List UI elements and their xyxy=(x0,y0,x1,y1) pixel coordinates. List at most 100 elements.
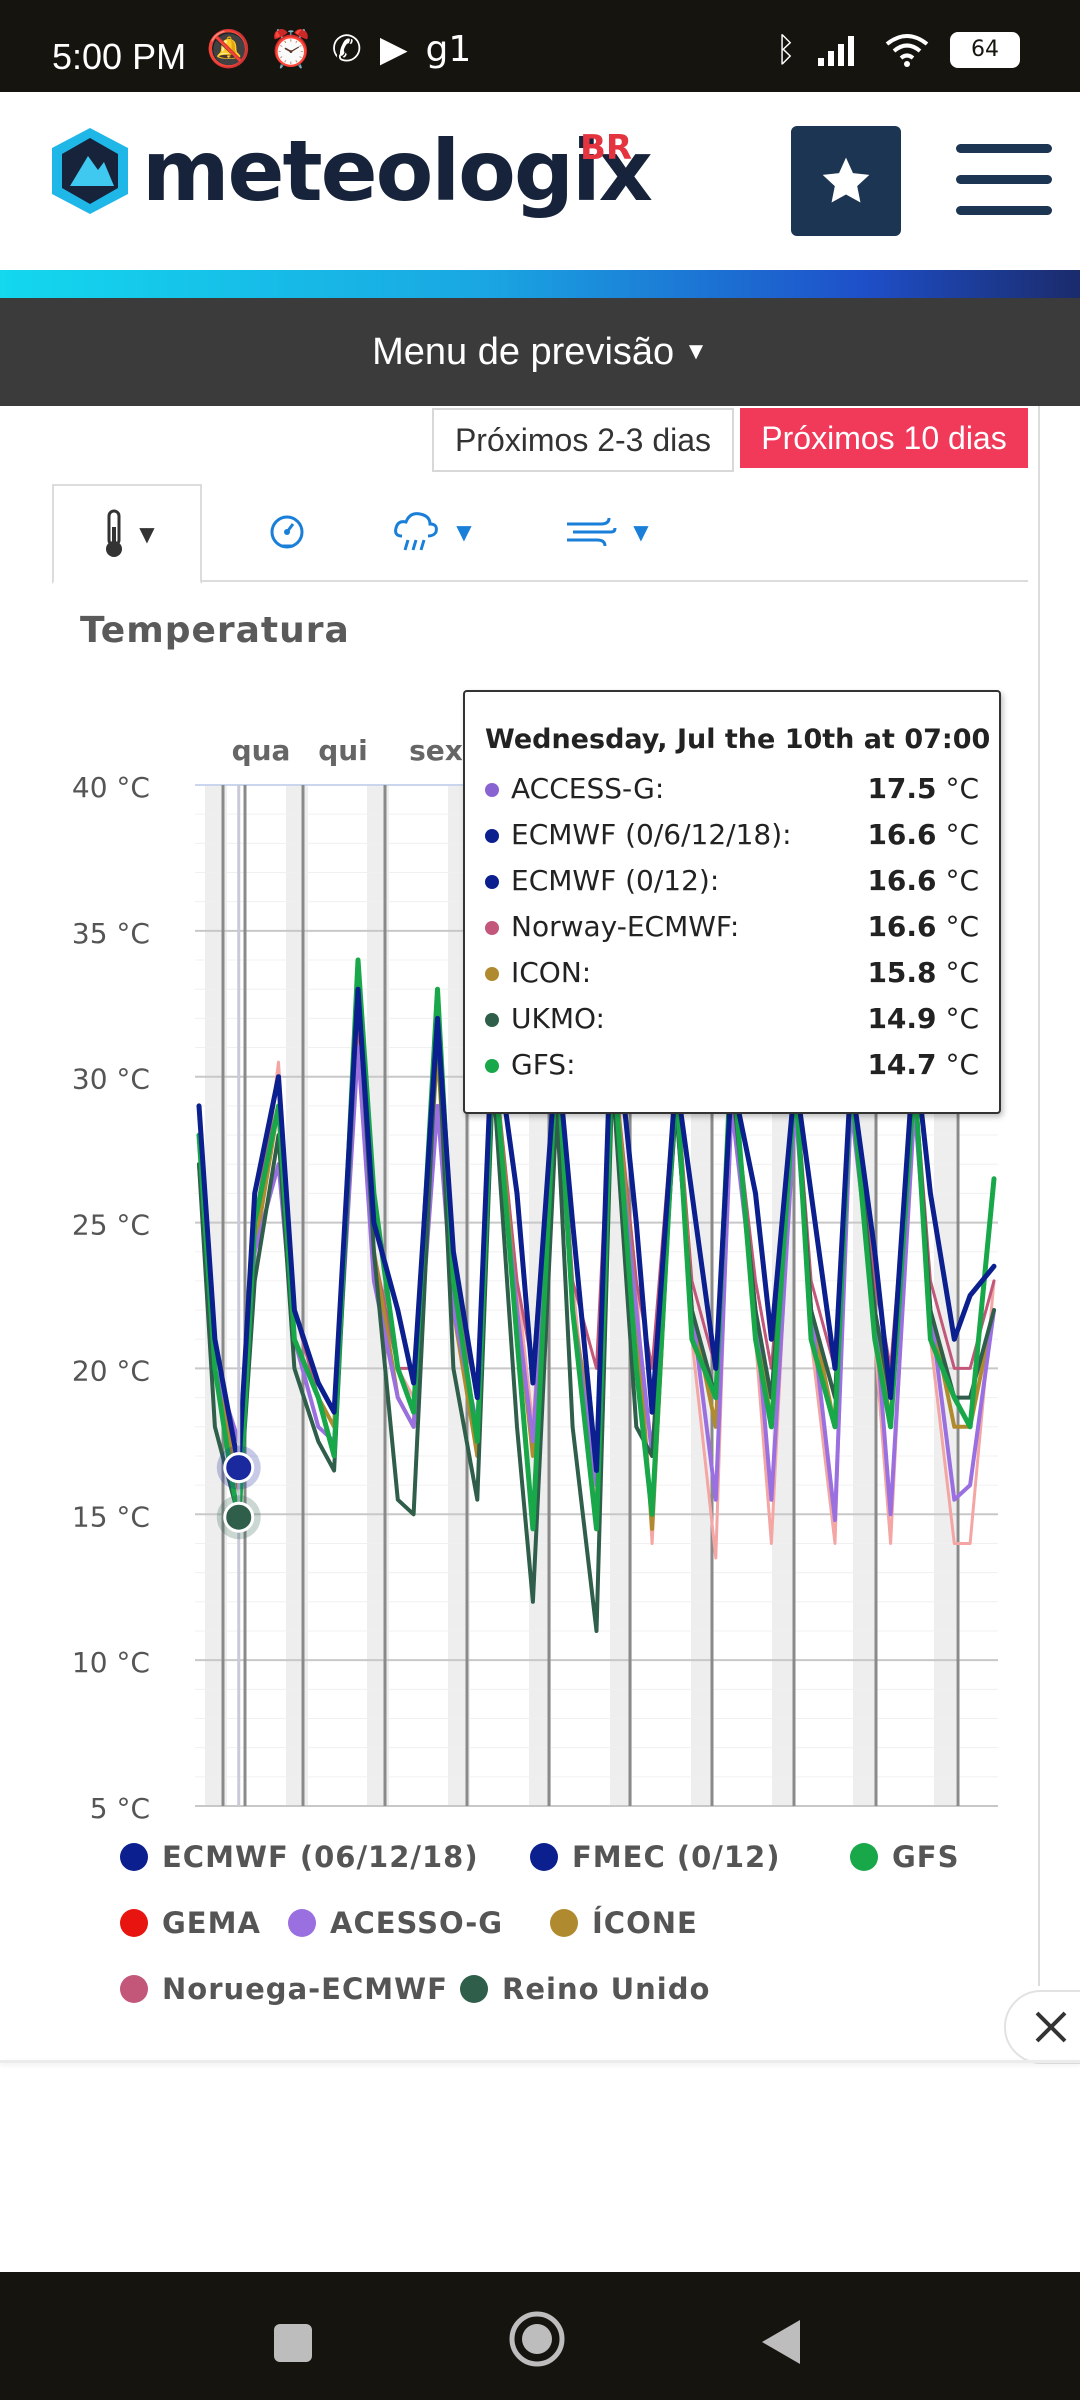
tab-temperature[interactable]: ▼ xyxy=(52,484,202,584)
y-tick-label: 15 °C xyxy=(72,1500,150,1533)
tooltip-value: 14.7 °C xyxy=(867,1048,979,1081)
legend-dot-icon xyxy=(530,1843,558,1871)
legend-item[interactable]: Reino Unido xyxy=(460,1972,710,2006)
tooltip-series-name: GFS: xyxy=(511,1048,576,1081)
favorite-button[interactable] xyxy=(791,126,901,236)
legend-item[interactable]: ÍCONE xyxy=(550,1906,698,1940)
signal-icon xyxy=(818,36,854,66)
legend-label: ACESSO-G xyxy=(330,1906,504,1940)
series-dot-icon xyxy=(485,829,499,843)
tab-wind[interactable]: ▼ xyxy=(532,484,682,580)
tooltip-series-name: ACCESS-G: xyxy=(511,772,665,805)
legend-label: FMEC (0/12) xyxy=(572,1840,781,1874)
legend-label: ECMWF (06/12/18) xyxy=(162,1840,479,1874)
next-2-3-days-button[interactable]: Próximos 2-3 dias xyxy=(432,408,734,472)
status-time: 5:00 PM xyxy=(52,36,187,77)
tooltip-value: 14.9 °C xyxy=(867,1002,979,1035)
y-tick-label: 30 °C xyxy=(72,1063,150,1096)
legend-item[interactable]: FMEC (0/12) xyxy=(530,1840,781,1874)
tooltip-value: 16.6 °C xyxy=(867,910,979,943)
caret-down-icon: ▼ xyxy=(633,520,649,544)
legend-dot-icon xyxy=(288,1909,316,1937)
tooltip-value: 15.8 °C xyxy=(867,956,979,989)
carrier-label: g1 xyxy=(425,29,472,70)
caret-down-icon: ▼ xyxy=(456,520,472,544)
tooltip-series-name: ECMWF (0/6/12/18): xyxy=(511,818,792,851)
tooltip-row: ICON: 15.8 °C xyxy=(485,956,979,996)
rain-cloud-icon xyxy=(394,512,439,551)
y-tick-label: 40 °C xyxy=(72,771,150,804)
legend-item[interactable]: GEMA xyxy=(120,1906,261,1940)
logo-country: BR xyxy=(580,128,633,168)
back-button[interactable] xyxy=(760,2318,802,2370)
star-icon xyxy=(822,157,870,203)
hamburger-menu-button[interactable] xyxy=(956,144,1052,222)
series-dot-icon xyxy=(485,967,499,981)
legend-label: GFS xyxy=(892,1840,960,1874)
legend-label: ÍCONE xyxy=(592,1906,698,1940)
legend-dot-icon xyxy=(460,1975,488,2003)
series-dot-icon xyxy=(485,921,499,935)
tooltip-value: 17.5 °C xyxy=(867,772,979,805)
wifi-icon xyxy=(885,34,929,67)
wind-icon xyxy=(567,517,617,547)
section-title: Temperatura xyxy=(80,610,350,651)
tooltip-row: ECMWF (0/6/12/18): 16.6 °C xyxy=(485,818,979,858)
gauge-icon xyxy=(270,515,304,549)
forecast-menu-button[interactable]: Menu de previsão ▼ xyxy=(0,298,1080,406)
legend-dot-icon xyxy=(120,1975,148,2003)
legend-item[interactable]: ECMWF (06/12/18) xyxy=(120,1840,479,1874)
y-tick-label: 20 °C xyxy=(72,1354,150,1387)
caret-down-icon: ▼ xyxy=(139,522,155,546)
legend-item[interactable]: GFS xyxy=(850,1840,960,1874)
tooltip-series-name: ECMWF (0/12): xyxy=(511,864,720,897)
tab-pressure[interactable] xyxy=(242,484,332,580)
status-bar: 5:00 PM 🔕 ⏰ ✆ ▶ g1 ᛒ 64 xyxy=(0,0,1080,92)
chart-tooltip: Wednesday, Jul the 10th at 07:00 ACCESS-… xyxy=(463,690,1001,1114)
y-tick-label: 25 °C xyxy=(72,1209,150,1242)
close-icon xyxy=(1035,2011,1067,2043)
tooltip-row: Norway-ECMWF: 16.6 °C xyxy=(485,910,979,950)
tab-precipitation[interactable]: ▼ xyxy=(362,484,502,580)
notification-icons: 🔕 ⏰ ✆ ▶ g1 xyxy=(206,28,471,72)
tooltip-row: UKMO: 14.9 °C xyxy=(485,1002,979,1042)
logo-mark-icon[interactable] xyxy=(48,126,132,216)
home-button[interactable] xyxy=(508,2310,566,2372)
legend-label: Reino Unido xyxy=(502,1972,711,2006)
system-navigation-bar xyxy=(0,2272,1080,2400)
caret-down-icon: ▼ xyxy=(684,338,708,365)
tooltip-row: ECMWF (0/12): 16.6 °C xyxy=(485,864,979,904)
logo-text[interactable]: meteologix xyxy=(142,122,653,220)
legend-item[interactable]: ACESSO-G xyxy=(288,1906,503,1940)
day-label: qua xyxy=(232,734,291,767)
site-header: meteologix BR xyxy=(0,92,1080,270)
series-marker xyxy=(223,1501,255,1533)
menu-line xyxy=(956,206,1052,215)
square-icon xyxy=(274,2324,312,2362)
series-dot-icon xyxy=(485,1013,499,1027)
legend-dot-icon xyxy=(120,1843,148,1871)
bluetooth-icon: ᛒ xyxy=(775,30,796,70)
tooltip-series-name: UKMO: xyxy=(511,1002,605,1035)
legend-label: Noruega-ECMWF xyxy=(162,1972,448,2006)
legend-dot-icon xyxy=(850,1843,878,1871)
youtube-icon: ▶ xyxy=(379,29,408,70)
content-border xyxy=(1038,406,1040,1986)
series-dot-icon xyxy=(485,875,499,889)
tooltip-series-name: Norway-ECMWF: xyxy=(511,910,740,943)
menu-line xyxy=(956,175,1052,184)
close-ad-button[interactable] xyxy=(1004,1990,1080,2064)
brand-gradient-bar xyxy=(0,270,1080,298)
tooltip-header: Wednesday, Jul the 10th at 07:00 xyxy=(485,724,991,755)
recent-apps-button[interactable] xyxy=(272,2322,314,2368)
mute-icon: 🔕 xyxy=(206,29,251,70)
y-tick-label: 5 °C xyxy=(90,1792,150,1825)
temperature-chart[interactable]: 40 °C 35 °C 30 °C 25 °C 20 °C 15 °C 10 °C 5 °C q… xyxy=(0,680,1040,1830)
legend-item[interactable]: Noruega-ECMWF xyxy=(120,1972,448,2006)
y-tick-label: 10 °C xyxy=(72,1646,150,1679)
tooltip-row: ACCESS-G: 17.5 °C xyxy=(485,772,979,812)
next-10-days-button[interactable]: Próximos 10 dias xyxy=(740,408,1028,468)
legend-dot-icon xyxy=(120,1909,148,1937)
y-tick-label: 35 °C xyxy=(72,917,150,950)
parameter-tabs: ▼ ▼ ▼ xyxy=(52,484,1028,584)
